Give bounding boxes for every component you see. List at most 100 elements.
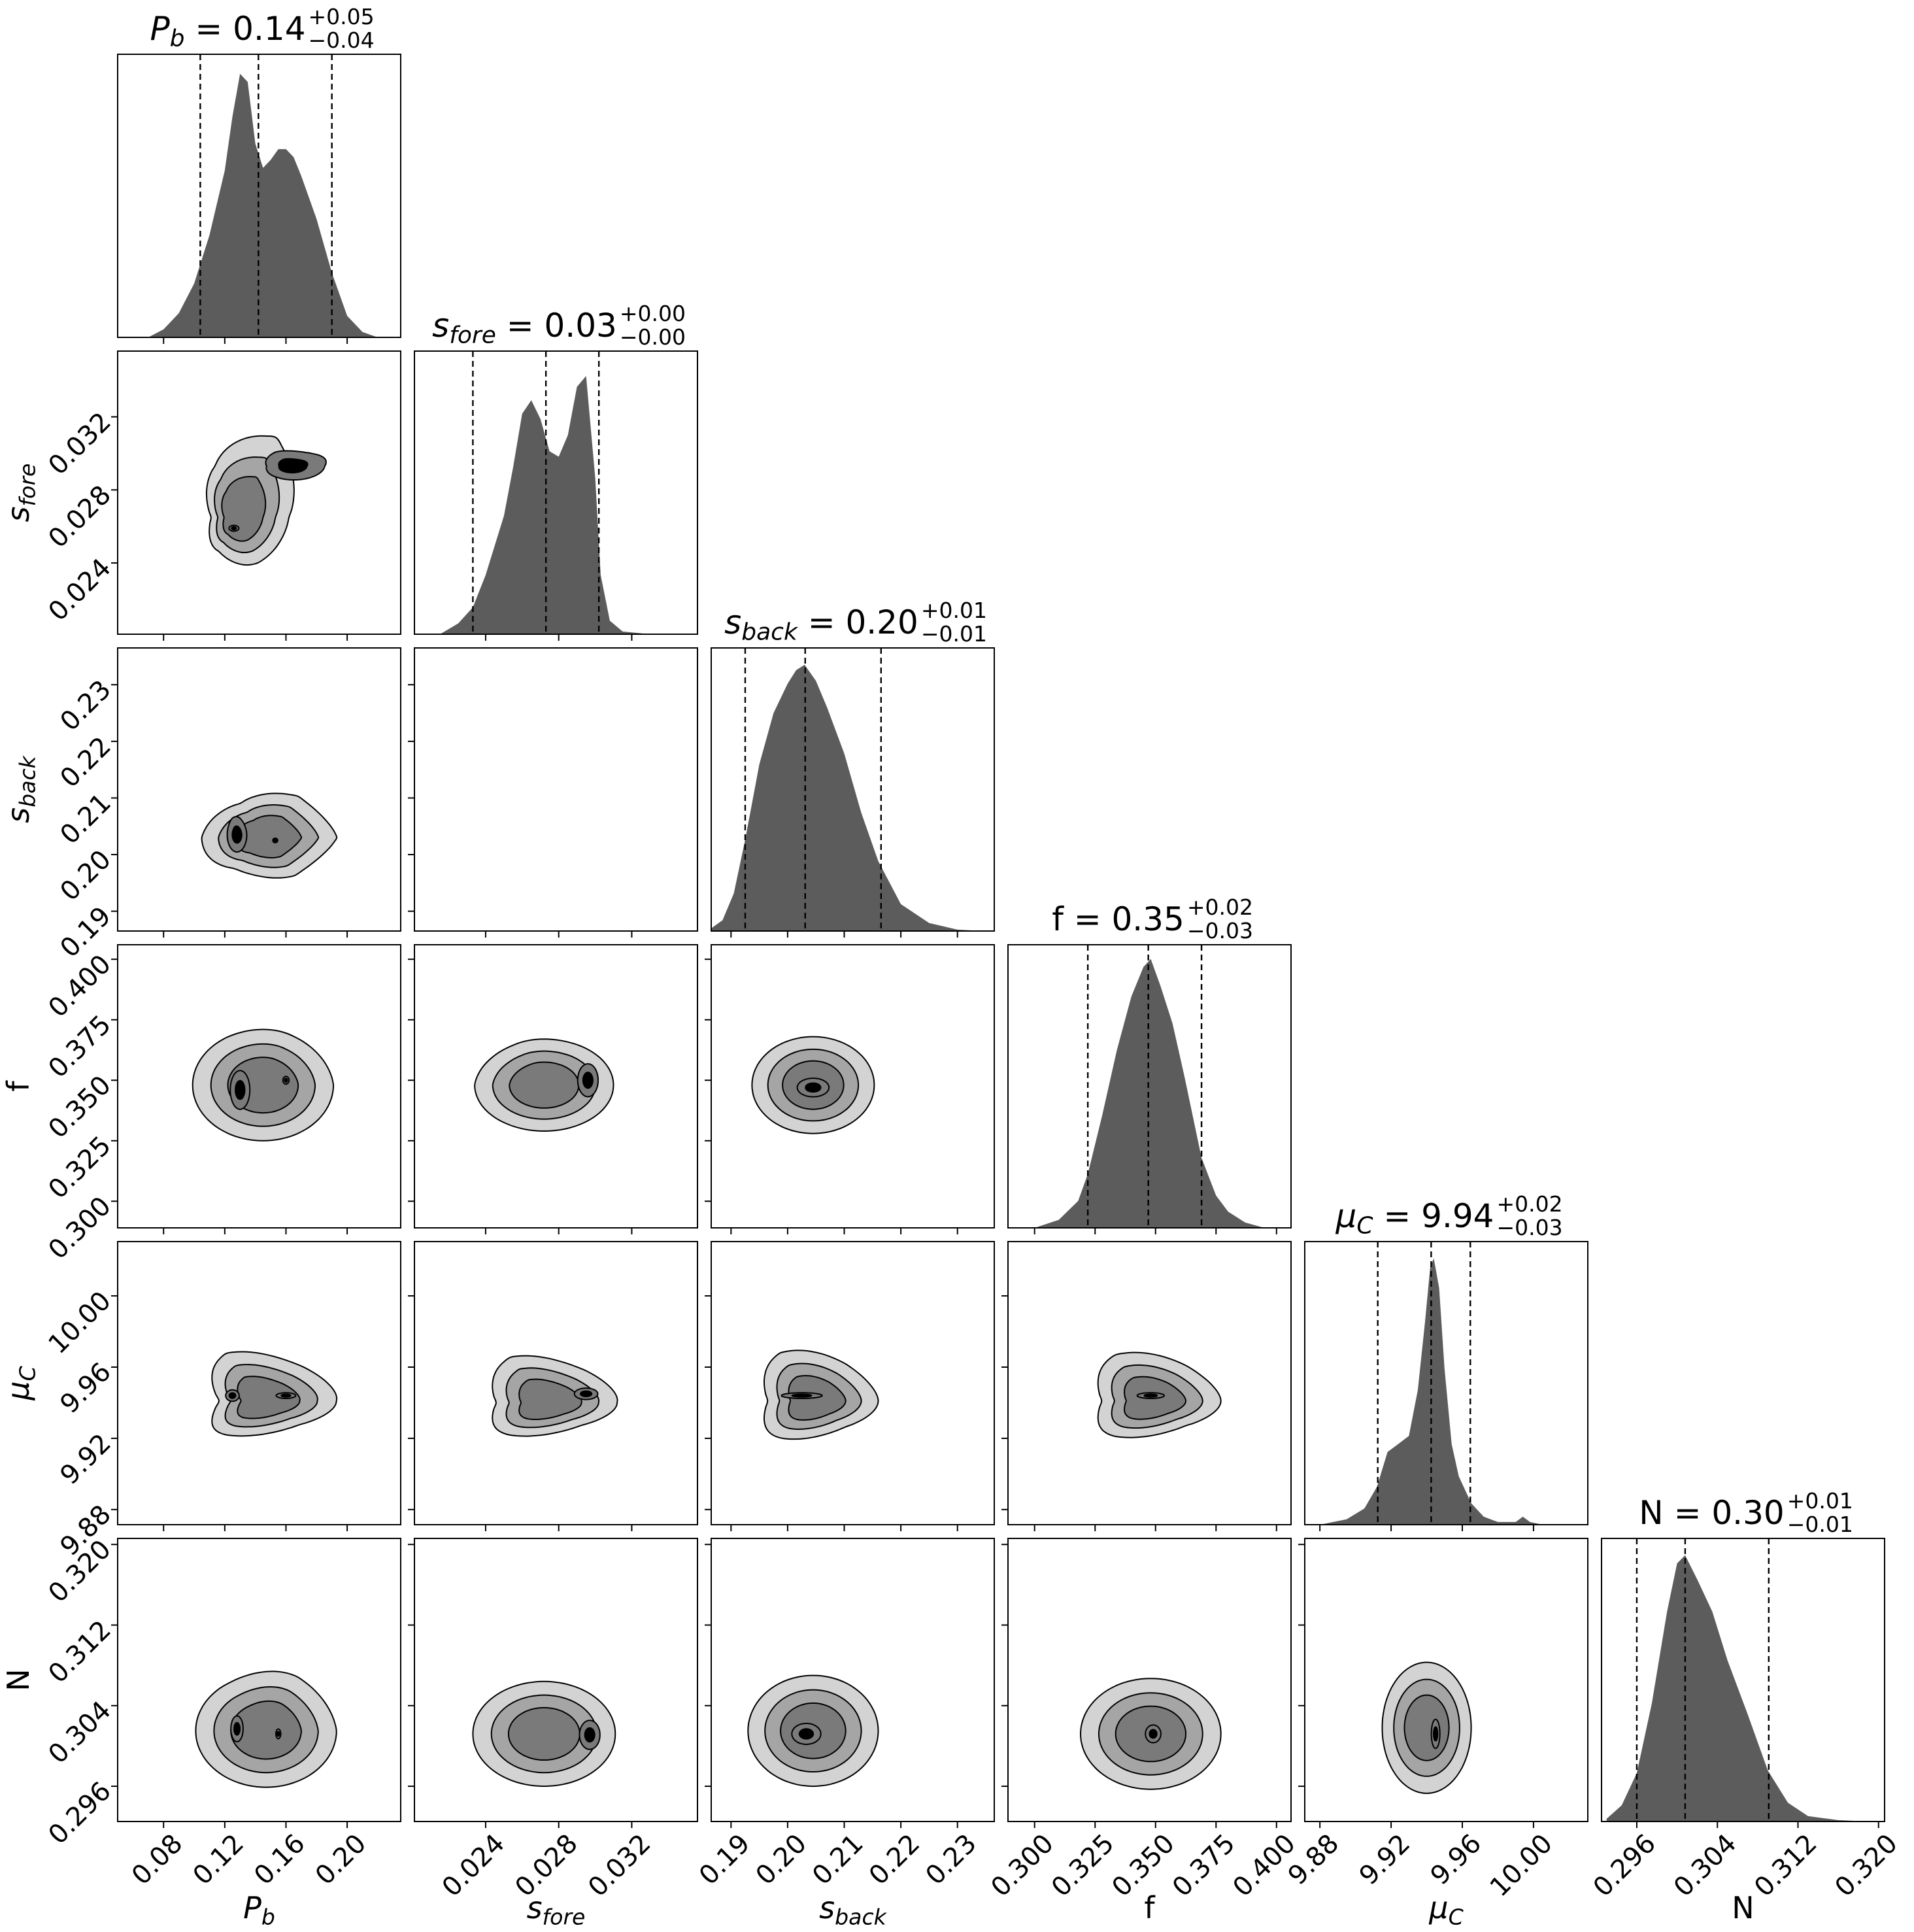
y-tick-label: 0.024 [42,552,117,627]
contour-level [284,1077,288,1083]
x-tick-label: 0.22 [864,1829,926,1891]
x-tick-label: 0.19 [694,1829,756,1891]
contour-level [518,1378,582,1421]
axis-frame [711,944,995,1229]
contour-levels [751,1036,875,1134]
x-tick-label: 0.300 [985,1829,1060,1903]
x-tick-label: 10.00 [1485,1829,1559,1903]
contour-level [277,1731,280,1737]
contour-level [273,838,277,843]
axis-frame [711,1241,995,1525]
histogram-area [148,73,378,338]
x-tick-label: 0.312 [1749,1829,1823,1903]
axis-frame [117,647,401,932]
y-axis-label-sback: sback [1,754,40,822]
panel-title: N = 0.30 [1639,1494,1784,1532]
contour-level [231,825,243,844]
contour-levels [205,435,327,566]
axis-frame [1601,1538,1885,1822]
histogram-muC: μC = 9.94 +0.02−0.03 [1304,1191,1588,1531]
title-lower-error: −0.04 [309,27,375,53]
y-tick-label: 0.22 [54,731,117,794]
x-tick-label: 0.21 [807,1829,869,1891]
x-tick-label: 0.024 [437,1829,511,1903]
contour-level [228,1392,237,1399]
x-tick-label: 0.08 [126,1829,189,1891]
y-tick-label: 0.312 [42,1615,117,1689]
contour-level [1403,1694,1450,1761]
axis-frame [1304,1538,1588,1822]
y-tick-label: 0.23 [54,675,117,737]
contour-sback-vs-f [705,944,995,1234]
y-tick-label: 0.20 [54,845,117,907]
y-tick-label: 9.96 [54,1357,117,1419]
histogram-sfore: sfore = 0.03 +0.00−0.00 [414,301,698,641]
contour-level [1433,1726,1439,1742]
axis-frame [1007,1241,1292,1525]
contour-levels [201,792,338,879]
contour-levels [1381,1661,1472,1794]
axis-frame [711,1538,995,1822]
y-tick-label: 0.400 [42,949,117,1024]
title-upper-error: +0.02 [1187,894,1253,920]
histogram-f: f = 0.35 +0.02−0.03 [1007,894,1292,1234]
contour-sfore-vs-f [408,944,698,1234]
y-tick-label: 10.00 [42,1286,117,1361]
panel-title: Pb = 0.14 [150,10,305,52]
histogram-area [1606,1555,1869,1822]
contour-level [507,1706,580,1761]
axis-frame [117,350,401,635]
contour-levels [472,1680,616,1788]
contour-levels [195,1670,337,1788]
x-tick-label: 0.12 [188,1829,250,1891]
contour-level [805,1082,822,1093]
axis-frame [1007,1538,1292,1822]
x-axis-label-Pb: Pb [243,1890,275,1929]
contour-level [584,1727,596,1743]
x-tick-label: 0.16 [248,1829,311,1891]
y-axis-label-N: N [1,1669,36,1691]
x-tick-label: 9.92 [1354,1829,1417,1891]
axis-frame [117,54,401,338]
axis-frame [117,1241,401,1525]
contour-levels [1097,1351,1222,1438]
y-tick-label: 0.375 [42,1009,117,1084]
x-tick-label: 0.296 [1588,1829,1662,1903]
histogram-N: N = 0.30 +0.01−0.010.296 0.304 0.312 0.320 [1588,1488,1904,1903]
x-axis-label-sfore: sfore [527,1890,586,1929]
x-tick-label: 9.96 [1425,1829,1488,1891]
contour-level [237,1376,301,1419]
y-tick-label: 0.304 [42,1695,117,1770]
x-axis-label-f: f [1144,1890,1156,1925]
axis-frame [1007,944,1292,1229]
contour-levels [763,1349,879,1440]
x-tick-label: 0.350 [1106,1829,1181,1903]
panel-title: μC = 9.94 [1335,1197,1494,1240]
histogram-area [440,376,650,634]
x-axis-label-muC: μC [1428,1890,1463,1929]
contour-Pb-vs-sback: 0.190.200.210.220.23 [54,647,401,964]
axis-frame [414,350,698,635]
contour-sback-vs-muC [705,1241,995,1531]
y-tick-label: 0.325 [42,1130,117,1205]
title-lower-error: −0.01 [921,621,987,647]
y-tick-label: 0.21 [54,788,117,851]
contour-levels [474,1038,614,1132]
axis-frame [414,1538,698,1822]
contour-sback-vs-N: 0.190.200.210.220.23 [694,1538,995,1891]
y-tick-label: 0.300 [42,1191,117,1266]
y-tick-label: 0.19 [54,901,117,964]
panel-title: f = 0.35 [1052,900,1184,938]
title-upper-error: +0.00 [620,301,686,326]
y-tick-label: 0.350 [42,1070,117,1145]
contour-level [580,1390,593,1398]
axis-frame [1304,1241,1588,1525]
x-tick-label: 0.032 [582,1829,657,1903]
y-axis-label-muC: μC [1,1366,40,1400]
